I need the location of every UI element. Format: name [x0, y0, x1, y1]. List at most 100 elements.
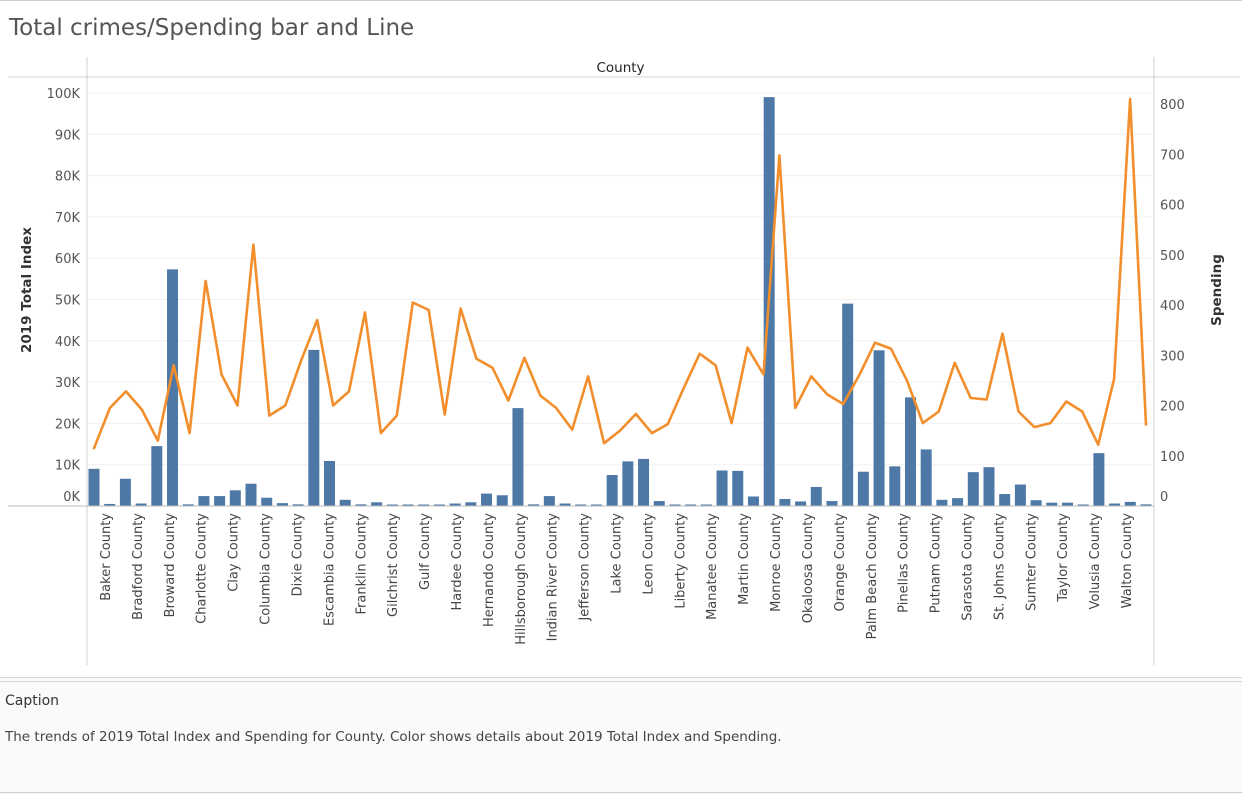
- x-tick-label: Liberty County: [673, 513, 688, 609]
- bar: [449, 503, 461, 506]
- bar: [402, 504, 414, 506]
- chart-area: County 0K 10K 20K 30K 40K 50K 60K 70K 80K 90K 100K 0…: [8, 57, 1240, 665]
- bar: [229, 490, 241, 506]
- bar: [512, 408, 524, 506]
- bar: [1030, 500, 1042, 506]
- right-tick-label: 100: [1160, 450, 1185, 465]
- x-tick-label: Volusia County: [1088, 513, 1103, 610]
- bar: [261, 497, 273, 506]
- caption-divider: [0, 681, 1242, 682]
- bar: [1124, 501, 1136, 506]
- bar: [590, 504, 602, 506]
- left-tick-label: 80K: [55, 170, 81, 185]
- left-tick-label: 90K: [55, 128, 81, 143]
- bar: [826, 501, 838, 506]
- x-tick-label: Pinellas County: [897, 513, 912, 613]
- bar: [889, 466, 901, 506]
- left-tick-label: 70K: [55, 211, 81, 226]
- x-tick-label: Okaloosa County: [801, 513, 816, 623]
- right-tick-label: 400: [1160, 299, 1185, 314]
- left-axis-title: 2019 Total Index: [19, 227, 35, 353]
- column-header: County: [596, 60, 644, 76]
- bar: [245, 483, 257, 506]
- bar: [1109, 503, 1121, 506]
- right-axis-title: Spending: [1209, 254, 1225, 326]
- bar: [135, 503, 147, 506]
- right-tick-label: 200: [1160, 400, 1185, 415]
- bar: [339, 499, 351, 506]
- bar: [1061, 502, 1073, 506]
- x-tick-label: Putnam County: [929, 513, 944, 614]
- bar: [214, 496, 226, 506]
- bar: [952, 498, 964, 506]
- bar: [308, 349, 320, 506]
- bottom-rule: [0, 792, 1242, 793]
- left-tick-label: 0K: [63, 490, 80, 505]
- x-tick-label: Monroe County: [769, 513, 784, 612]
- caption-text: The trends of 2019 Total Index and Spend…: [5, 729, 782, 745]
- bar: [810, 487, 822, 506]
- bar: [575, 504, 587, 506]
- bar: [355, 504, 367, 506]
- x-tick-label: Leon County: [641, 513, 656, 595]
- bar: [669, 504, 681, 506]
- spending-line: [92, 97, 1148, 450]
- bar: [292, 504, 304, 506]
- left-tick-label: 60K: [55, 252, 81, 267]
- x-tick-label: St. Johns County: [992, 513, 1007, 620]
- bar: [1014, 484, 1026, 506]
- bar: [559, 503, 571, 506]
- bar: [622, 461, 634, 506]
- left-tick-label: 40K: [55, 335, 81, 350]
- bar: [857, 471, 869, 506]
- right-tick-label: 700: [1160, 148, 1185, 163]
- right-tick-label: 800: [1160, 98, 1185, 113]
- bar: [700, 504, 712, 506]
- bar: [496, 495, 508, 506]
- chart-title: Total crimes/Spending bar and Line: [9, 15, 415, 41]
- bar: [386, 504, 398, 506]
- bar: [1093, 453, 1105, 506]
- x-tick-label: Franklin County: [354, 513, 369, 615]
- bar: [904, 397, 916, 506]
- x-tick-label: Hillsborough County: [514, 513, 529, 645]
- bar: [779, 498, 791, 506]
- left-tick-label: 10K: [55, 459, 81, 474]
- bar: [983, 467, 995, 506]
- right-tick-label: 500: [1160, 249, 1185, 264]
- x-tick-label: Walton County: [1120, 513, 1135, 609]
- bar: [967, 472, 979, 506]
- x-tick-label: Sumter County: [1024, 513, 1039, 611]
- x-tick-label: Lake County: [610, 513, 625, 594]
- bar: [1046, 502, 1058, 506]
- bar: [716, 470, 728, 506]
- bar: [936, 499, 948, 506]
- right-tick-label: 0: [1160, 490, 1168, 505]
- x-tick-label: Taylor County: [1056, 513, 1071, 603]
- bar: [685, 504, 697, 506]
- right-tick-label: 300: [1160, 349, 1185, 364]
- bar: [1140, 504, 1152, 506]
- x-tick-label: Baker County: [99, 513, 114, 601]
- right-tick-label: 600: [1160, 199, 1185, 214]
- x-tick-label: Bradford County: [131, 513, 146, 620]
- x-tick-label: Escambia County: [322, 513, 337, 626]
- bar: [543, 496, 555, 506]
- bar: [873, 350, 885, 506]
- bar: [324, 460, 336, 506]
- left-tick-label: 100K: [47, 87, 81, 102]
- x-tick-label: Palm Beach County: [865, 513, 880, 640]
- x-tick-label: Sarasota County: [960, 513, 975, 621]
- x-tick-label: Hardee County: [450, 513, 465, 611]
- bar: [433, 504, 445, 506]
- x-tick-label: Clay County: [227, 513, 242, 592]
- left-tick-label: 30K: [55, 376, 81, 391]
- bar: [418, 504, 430, 506]
- x-tick-label: Gilchrist County: [386, 513, 401, 617]
- bar: [465, 502, 477, 506]
- caption-heading: Caption: [5, 693, 60, 709]
- x-tick-label: Gulf County: [418, 513, 433, 590]
- bar: [481, 493, 493, 506]
- x-tick-label: Dixie County: [290, 513, 305, 597]
- bar: [88, 468, 100, 506]
